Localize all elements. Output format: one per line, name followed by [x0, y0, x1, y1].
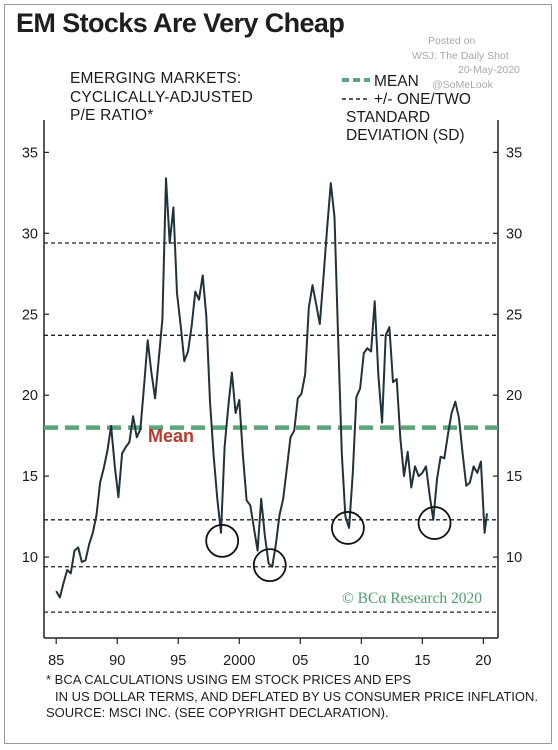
mean-label: Mean — [148, 426, 194, 446]
trough-circle — [205, 523, 240, 558]
chart-title-line-3: P/E RATIO* — [70, 107, 154, 124]
legend: MEAN +/- ONE/TWO STANDARD DEVIATION (SD) — [342, 73, 471, 144]
chart-title-line-1: EMERGING MARKETS: — [70, 70, 242, 87]
y-ticks: 10 10 15 15 20 20 25 25 30 30 35 35 — [22, 145, 522, 566]
watermark-line-2: WSJ: The Daily Shot — [412, 49, 509, 62]
footnote-line-3: SOURCE: MSCI INC. (SEE COPYRIGHT DECLARA… — [46, 705, 389, 720]
legend-sd-label-2: STANDARD — [346, 109, 430, 126]
x-tick-label: 15 — [414, 653, 430, 669]
y-tick-label-right: 30 — [506, 226, 522, 242]
trough-circle — [330, 511, 365, 545]
y-tick-label-right: 25 — [506, 307, 522, 323]
footnote-line-2: IN US DOLLAR TERMS, AND DEFLATED BY US C… — [55, 688, 539, 704]
page-title: EM Stocks Are Very Cheap — [16, 8, 345, 38]
watermark-line-1: Posted on — [428, 35, 476, 47]
x-tick-label: 90 — [109, 653, 125, 669]
y-tick-label-left: 25 — [22, 307, 38, 323]
y-tick-label-left: 30 — [22, 226, 38, 242]
y-tick-label-left: 15 — [22, 469, 38, 485]
trough-circle — [417, 506, 452, 540]
x-tick-label: 20 — [475, 653, 491, 669]
series-line — [55, 177, 488, 599]
y-tick-label-right: 15 — [506, 469, 522, 485]
y-tick-label-right: 20 — [506, 388, 522, 404]
y-tick-label-left: 35 — [22, 145, 38, 161]
y-tick-label-left: 20 — [22, 388, 38, 404]
series-group — [55, 177, 488, 599]
watermark-line-3: 20-May-2020 — [458, 64, 520, 76]
x-tick-label: 85 — [48, 653, 64, 669]
chart-frame — [4, 4, 552, 744]
x-tick-label: 95 — [170, 653, 186, 669]
x-tick-label: 05 — [292, 653, 308, 669]
y-tick-label-right: 10 — [506, 550, 522, 566]
chart-title: EMERGING MARKETS: CYCLICALLY-ADJUSTED P/… — [70, 70, 253, 126]
trough-circles — [205, 506, 452, 583]
y-tick-label-right: 35 — [506, 145, 522, 161]
chart-title-line-2: CYCLICALLY-ADJUSTED — [70, 88, 253, 106]
legend-sd-label-1: +/- ONE/TWO — [374, 91, 471, 108]
footnote-line-1: * BCA CALCULATIONS USING EM STOCK PRICES… — [46, 672, 412, 687]
x-tick-label: 10 — [353, 653, 369, 669]
legend-mean-label: MEAN — [374, 73, 419, 90]
footnote: * BCA CALCULATIONS USING EM STOCK PRICES… — [46, 672, 538, 722]
x-ticks: 85 90 95 2000 05 10 15 20 — [48, 638, 491, 669]
credit-label: © BCα Research 2020 — [342, 590, 482, 607]
y-tick-label-left: 10 — [22, 550, 38, 566]
watermark-line-4: @SoMeLook — [432, 78, 493, 91]
x-tick-label: 2000 — [223, 653, 255, 669]
watermark: Posted on WSJ: The Daily Shot 20-May-202… — [412, 34, 532, 92]
trough-circle — [252, 548, 287, 583]
legend-sd-label-3: DEVIATION (SD) — [346, 127, 465, 144]
